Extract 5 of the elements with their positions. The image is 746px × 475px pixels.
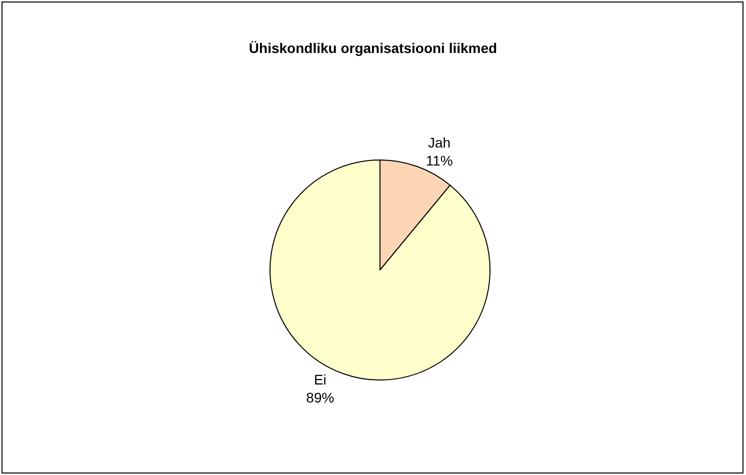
slice-label: Ei [314,372,326,388]
data-label: 11% [426,152,453,168]
slice-label: Jah [428,134,451,150]
data-label: 89% [306,390,334,406]
chart-title: Ühiskondliku organisatsiooni liikmed [248,40,498,56]
